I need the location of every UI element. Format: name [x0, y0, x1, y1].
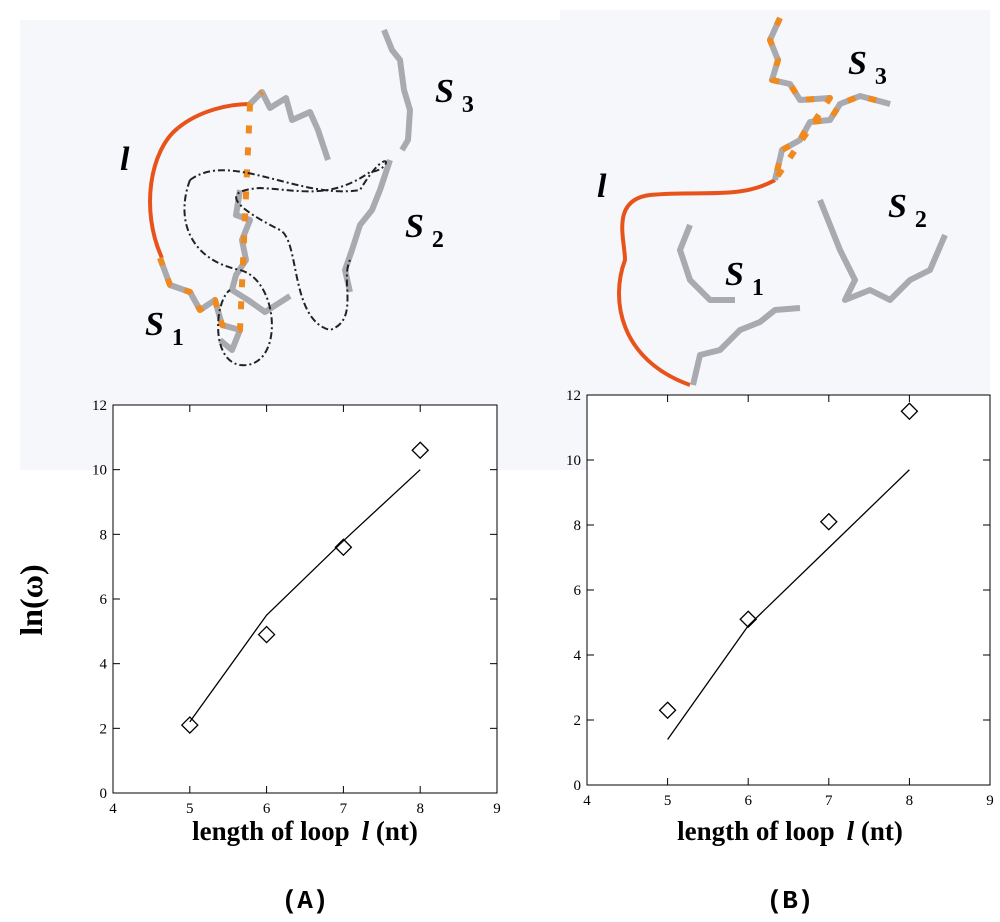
- x-tick-label: 5: [664, 793, 672, 809]
- y-tick-label: 8: [574, 518, 582, 534]
- annotation-label: S: [435, 73, 454, 110]
- y-tick-label: 10: [566, 453, 581, 469]
- x-tick-label: 8: [906, 793, 914, 809]
- plot-frame: [587, 395, 990, 785]
- y-tick-label: 4: [100, 657, 108, 673]
- x-tick-label: 7: [825, 793, 833, 809]
- x-axis-label-part: length of loop: [677, 816, 835, 846]
- x-tick-label: 7: [340, 801, 348, 817]
- annotation-subscript: 3: [462, 92, 474, 118]
- annotation-subscript: 2: [915, 207, 927, 233]
- annotation-label: S: [145, 306, 164, 343]
- x-axis-label-part: (nt): [854, 816, 903, 846]
- x-tick-label: 9: [986, 793, 994, 809]
- annotation-label: S: [405, 208, 424, 245]
- figure: 456789024681012length of loopl (nt)(A)ln…: [0, 0, 1000, 922]
- y-tick-label: 10: [92, 463, 107, 479]
- y-tick-label: 0: [100, 786, 108, 802]
- panel-label: (B): [767, 886, 814, 916]
- x-axis-label-part: (nt): [369, 816, 418, 846]
- y-tick-label: 12: [566, 388, 581, 404]
- annotation-subscript: 3: [875, 64, 887, 90]
- x-tick-label: 6: [263, 801, 271, 817]
- y-tick-label: 6: [574, 583, 582, 599]
- x-tick-label: 9: [493, 801, 501, 817]
- annotation-label: S: [888, 188, 907, 225]
- x-tick-label: 4: [583, 793, 591, 809]
- x-tick-label: 4: [109, 801, 117, 817]
- y-tick-label: 6: [100, 592, 108, 608]
- x-tick-label: 6: [744, 793, 752, 809]
- annotation-label: S: [725, 256, 744, 293]
- y-tick-label: 12: [92, 398, 107, 414]
- annotation: l: [597, 168, 607, 205]
- annotation-label: S: [848, 45, 867, 82]
- annotation-subscript: 2: [432, 227, 444, 253]
- y-tick-label: 2: [574, 713, 582, 729]
- y-axis-label: ln(ω): [13, 564, 49, 635]
- y-tick-label: 4: [574, 648, 582, 664]
- x-axis-label-part: length of loop: [192, 816, 350, 846]
- x-tick-label: 5: [186, 801, 194, 817]
- annotation-label: l: [597, 168, 607, 205]
- x-tick-label: 8: [416, 801, 424, 817]
- panel-label: (A): [282, 886, 329, 916]
- plot-frame: [113, 405, 497, 793]
- annotation: l: [120, 141, 130, 178]
- annotation-subscript: 1: [752, 275, 764, 301]
- annotation-subscript: 1: [172, 325, 184, 351]
- y-tick-label: 2: [100, 721, 108, 737]
- y-tick-label: 8: [100, 527, 108, 543]
- annotation-label: l: [120, 141, 130, 178]
- y-tick-label: 0: [574, 778, 582, 794]
